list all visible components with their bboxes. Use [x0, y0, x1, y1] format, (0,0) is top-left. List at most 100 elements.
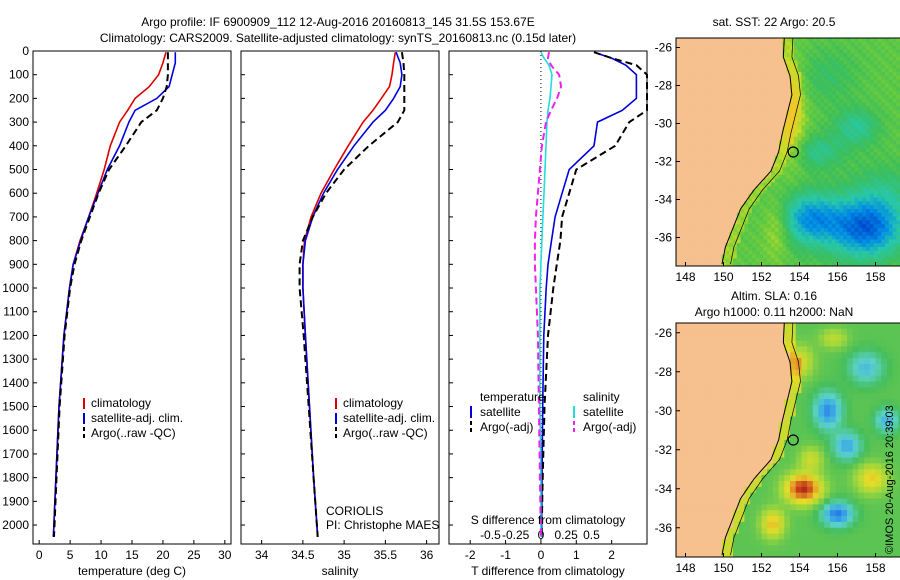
- sst-cell: [805, 64, 810, 69]
- sst-cell: [740, 53, 745, 58]
- sst-cell: [888, 38, 893, 43]
- sla-cell: [818, 358, 825, 365]
- salinity-ticks: 34 34.5 35 35.5 36: [241, 50, 434, 562]
- sst-cell: [752, 174, 757, 179]
- sst-cell: [771, 148, 776, 153]
- sla-cell: [733, 352, 740, 359]
- sst-cell: [774, 247, 779, 252]
- sst-cell: [698, 247, 703, 252]
- sst-cell: [854, 114, 859, 119]
- sst-cell: [771, 212, 776, 217]
- sst-cell: [828, 209, 833, 214]
- sst-cell: [729, 49, 734, 54]
- sla-cell: [681, 451, 688, 458]
- sst-cell: [774, 239, 779, 244]
- sst-cell: [752, 121, 757, 126]
- sst-cell: [839, 64, 844, 69]
- sst-cell: [683, 235, 688, 240]
- sst-cell: [801, 76, 806, 81]
- sst-cell: [824, 64, 829, 69]
- sst-cell: [782, 262, 787, 267]
- sst-cell: [778, 64, 783, 69]
- sst-cell: [695, 239, 700, 244]
- sla-cell: [704, 375, 711, 382]
- sst-cell: [881, 155, 886, 160]
- sst-cell: [835, 125, 840, 130]
- sla-cell: [892, 463, 899, 470]
- sst-cell: [679, 148, 684, 153]
- sst-cell: [767, 167, 772, 172]
- sst-cell: [896, 250, 900, 255]
- sst-cell: [710, 262, 715, 267]
- sst-cell: [740, 114, 745, 119]
- sst-cell: [702, 41, 707, 46]
- sst-cell: [691, 243, 696, 248]
- sla-cell: [864, 457, 871, 464]
- sla-cell: [744, 480, 751, 488]
- sst-cell: [828, 102, 833, 107]
- sst-cell: [824, 159, 829, 164]
- sst-cell: [679, 201, 684, 206]
- sst-cell: [679, 209, 684, 214]
- sst-cell: [873, 117, 878, 122]
- sst-cell: [721, 49, 726, 54]
- sst-cell: [691, 174, 696, 179]
- sst-cell: [805, 98, 810, 103]
- sst-cell: [679, 64, 684, 69]
- sla-cell: [869, 393, 876, 400]
- sst-cell: [843, 68, 848, 73]
- sst-cell: [710, 87, 715, 92]
- sst-cell: [736, 57, 741, 62]
- sst-cell: [847, 121, 852, 126]
- sst-cell: [725, 247, 730, 252]
- sst-cell: [866, 140, 871, 145]
- sst-cell: [801, 247, 806, 252]
- sst-cell: [702, 98, 707, 103]
- sla-cell: [818, 440, 825, 447]
- sst-cell: [771, 117, 776, 122]
- sst-cell: [828, 57, 833, 62]
- sst-cell: [824, 117, 829, 122]
- sla-cell: [721, 381, 728, 388]
- sla-cell: [704, 451, 711, 458]
- sst-cell: [782, 83, 787, 88]
- sla-cell: [835, 410, 842, 417]
- sst-cell: [843, 258, 848, 263]
- sla-cell: [772, 387, 779, 394]
- sst-cell: [782, 212, 787, 217]
- sst-cell: [763, 41, 768, 46]
- sst-cell: [862, 83, 867, 88]
- sst-cell: [828, 182, 833, 187]
- sst-cell: [866, 129, 871, 134]
- sst-cell: [679, 163, 684, 168]
- sla-cell: [824, 375, 831, 382]
- sst-cell: [820, 228, 825, 233]
- sst-cell: [869, 193, 874, 198]
- sst-cell: [774, 38, 779, 43]
- sst-cell: [831, 125, 836, 130]
- sst-cell: [744, 209, 749, 214]
- sla-cell: [687, 422, 694, 429]
- sst-cell: [714, 205, 719, 210]
- sla-cell: [698, 469, 705, 476]
- sla-cell: [795, 381, 802, 388]
- sst-cell: [733, 72, 738, 77]
- sst-cell: [881, 91, 886, 96]
- sst-cell: [725, 41, 730, 46]
- sla-cell: [886, 469, 893, 476]
- sla-cell: [681, 346, 688, 353]
- sst-cell: [687, 79, 692, 84]
- sla-cell: [687, 346, 694, 353]
- sst-cell: [824, 155, 829, 160]
- sst-cell: [721, 106, 726, 111]
- sst-cell: [752, 136, 757, 141]
- sst-cell: [831, 235, 836, 240]
- sst-cell: [691, 129, 696, 134]
- sst-cell: [721, 129, 726, 134]
- sst-cell: [896, 95, 900, 100]
- institution-label: CORIOLIS: [326, 504, 383, 518]
- sst-cell: [812, 212, 817, 217]
- sst-cell: [854, 159, 859, 164]
- sst-cell: [835, 247, 840, 252]
- sst-cell: [809, 186, 814, 191]
